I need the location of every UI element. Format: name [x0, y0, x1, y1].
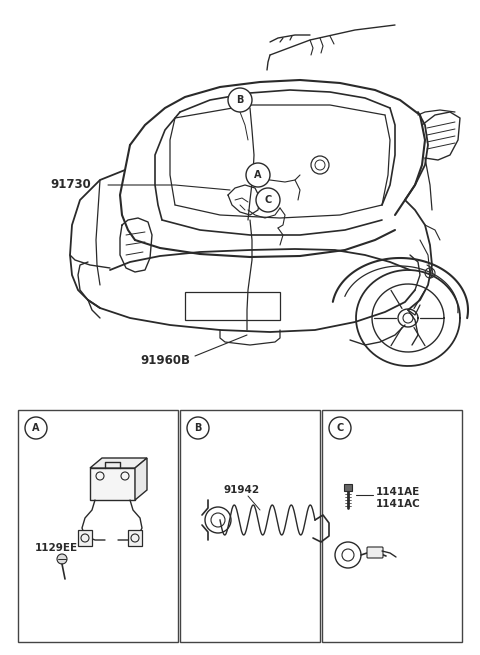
- Polygon shape: [90, 468, 135, 500]
- Text: B: B: [236, 95, 244, 105]
- Text: 91942: 91942: [223, 485, 259, 495]
- Bar: [180, 410, 320, 642]
- Bar: [322, 410, 462, 642]
- Text: 91730: 91730: [50, 179, 91, 191]
- Circle shape: [57, 554, 67, 564]
- Text: C: C: [336, 423, 344, 433]
- Text: 1141AC: 1141AC: [376, 499, 421, 509]
- Circle shape: [228, 88, 252, 112]
- FancyBboxPatch shape: [367, 547, 383, 558]
- Text: 1141AE: 1141AE: [376, 487, 420, 497]
- Circle shape: [187, 417, 209, 439]
- Text: A: A: [254, 170, 262, 180]
- Text: A: A: [32, 423, 40, 433]
- Text: B: B: [194, 423, 202, 433]
- Circle shape: [246, 163, 270, 187]
- Circle shape: [25, 417, 47, 439]
- Polygon shape: [90, 458, 147, 468]
- FancyBboxPatch shape: [344, 484, 352, 491]
- Polygon shape: [78, 530, 92, 546]
- Circle shape: [256, 188, 280, 212]
- Circle shape: [329, 417, 351, 439]
- Text: C: C: [264, 195, 272, 205]
- Text: 1129EE: 1129EE: [35, 543, 78, 553]
- Text: 91960B: 91960B: [140, 354, 190, 367]
- Bar: [18, 410, 178, 642]
- Polygon shape: [128, 530, 142, 546]
- Polygon shape: [135, 458, 147, 500]
